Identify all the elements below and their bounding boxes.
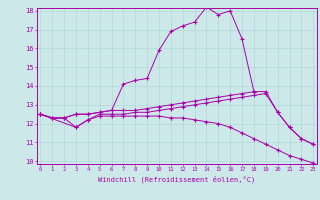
X-axis label: Windchill (Refroidissement éolien,°C): Windchill (Refroidissement éolien,°C): [98, 175, 255, 183]
